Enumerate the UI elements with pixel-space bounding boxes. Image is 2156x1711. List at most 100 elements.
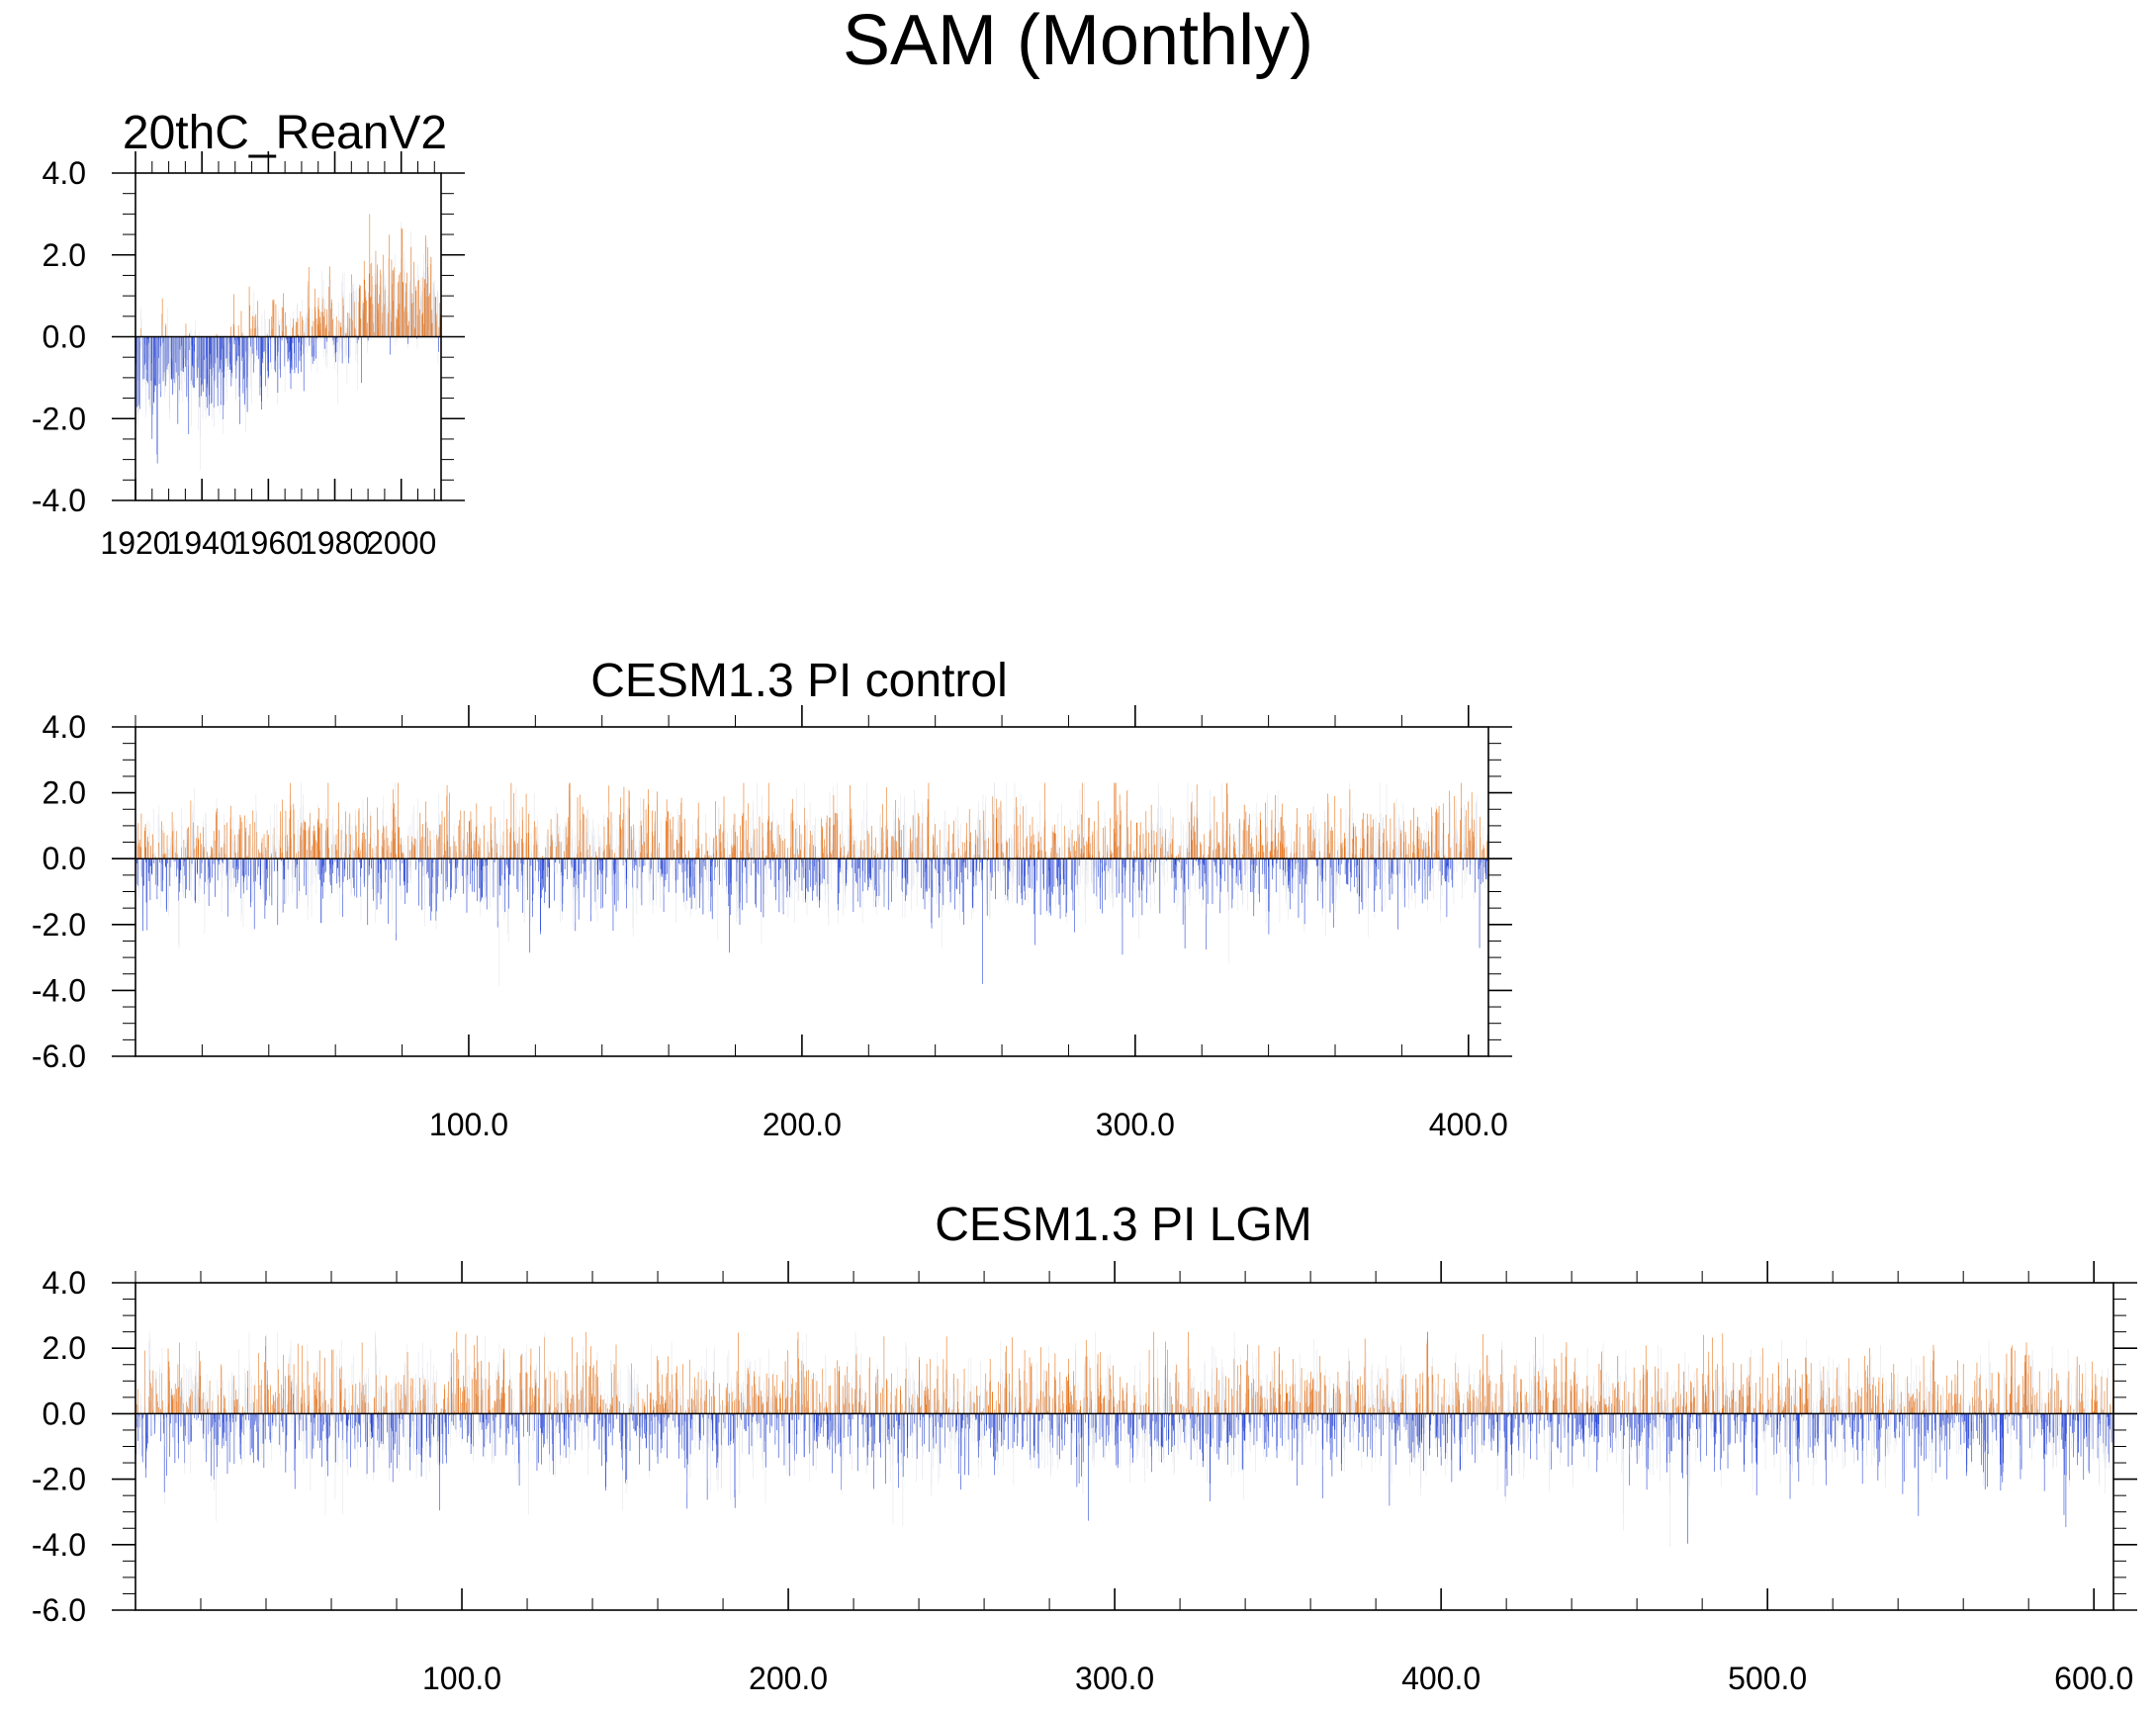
month-bar: [954, 856, 955, 859]
month-bar: [334, 858, 335, 876]
month-bar: [734, 814, 736, 859]
month-bar: [354, 858, 355, 900]
month-bar: [805, 858, 806, 903]
month-bar: [186, 336, 188, 398]
month-bar: [257, 301, 259, 337]
month-bar: [891, 846, 893, 859]
month-bar: [1103, 837, 1105, 859]
month-bar: [368, 858, 369, 886]
month-bar: [325, 336, 326, 367]
month-bar: [778, 856, 779, 859]
month-bar: [191, 336, 193, 362]
month-bar: [382, 305, 383, 337]
month-bar: [205, 336, 207, 419]
month-bar: [166, 858, 167, 912]
month-bar: [353, 306, 355, 337]
month-bar: [1182, 858, 1184, 925]
month-bar: [790, 813, 792, 859]
month-bar: [1084, 845, 1086, 859]
month-bar: [356, 336, 358, 354]
month-bar: [669, 858, 671, 869]
month-bar: [620, 829, 622, 859]
month-bar: [407, 325, 409, 337]
month-bar: [626, 858, 628, 879]
month-bar: [288, 336, 290, 353]
month-bar: [542, 858, 544, 886]
month-bar: [345, 811, 346, 859]
month-bar: [1016, 858, 1018, 904]
month-bar: [186, 858, 187, 890]
month-bar: [152, 858, 154, 863]
month-bar: [294, 336, 296, 369]
month-bar: [1155, 858, 1157, 862]
month-bar: [601, 858, 602, 875]
month-bar: [778, 858, 779, 880]
month-bar: [257, 850, 259, 859]
month-bar: [1121, 858, 1123, 882]
month-bar: [403, 840, 404, 859]
month-bar: [344, 336, 346, 359]
month-bar: [169, 858, 171, 887]
month-bar: [145, 336, 147, 412]
month-bar: [806, 842, 807, 859]
month-bar: [1100, 858, 1101, 910]
month-bar: [578, 847, 579, 859]
month-bar: [390, 853, 392, 859]
month-bar: [201, 858, 203, 874]
month-bar: [875, 858, 877, 915]
month-bar: [1012, 858, 1014, 878]
month-bar: [282, 853, 284, 859]
month-bar: [963, 858, 964, 875]
month-bar: [775, 858, 776, 900]
month-bar: [560, 858, 561, 923]
month-bar: [548, 858, 550, 909]
month-bar: [427, 827, 428, 859]
month-bar: [367, 336, 368, 353]
month-bar: [685, 858, 687, 912]
month-bar: [268, 318, 270, 337]
month-bar: [213, 840, 214, 859]
month-bar: [347, 313, 348, 337]
month-bar: [811, 858, 812, 885]
month-bar: [196, 856, 198, 859]
month-bar: [684, 818, 685, 859]
month-bar: [361, 336, 362, 384]
month-bar: [255, 336, 256, 346]
month-bar: [563, 858, 565, 874]
month-bar: [349, 813, 351, 859]
month-bar: [453, 823, 455, 859]
month-bar: [346, 336, 348, 384]
month-bar: [478, 836, 480, 859]
month-bar: [383, 795, 385, 859]
month-bar: [210, 858, 211, 867]
month-bar: [303, 324, 304, 337]
month-bar: [449, 858, 451, 862]
month-bar: [1121, 855, 1123, 859]
month-bar: [1176, 858, 1177, 867]
month-bar: [176, 858, 177, 877]
month-bar: [1012, 858, 1014, 902]
month-bar: [1033, 858, 1034, 915]
month-bar: [751, 848, 753, 859]
month-bar: [302, 299, 304, 337]
month-bar: [332, 814, 334, 859]
month-bar: [1026, 804, 1028, 859]
month-bar: [167, 308, 168, 337]
month-bar: [397, 810, 398, 859]
month-bar: [1141, 858, 1143, 895]
month-bar: [270, 328, 272, 337]
month-bar: [359, 850, 361, 859]
month-bar: [288, 841, 290, 859]
month-bar: [211, 858, 213, 878]
month-bar: [1015, 858, 1016, 867]
month-bar: [598, 847, 600, 859]
month-bar: [223, 853, 224, 859]
month-bar: [188, 336, 190, 366]
month-bar: [295, 325, 296, 337]
month-bar: [260, 858, 262, 865]
month-bar: [315, 858, 317, 895]
month-bar: [349, 293, 350, 337]
month-bar: [836, 858, 838, 863]
month-bar: [746, 850, 747, 859]
month-bar: [456, 858, 458, 893]
